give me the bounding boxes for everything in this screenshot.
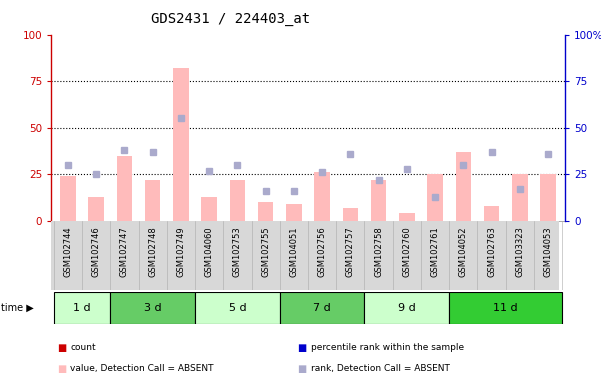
Text: ■: ■ — [297, 364, 307, 374]
Text: 11 d: 11 d — [493, 303, 518, 313]
Text: GSM104060: GSM104060 — [205, 226, 214, 277]
Text: GDS2431 / 224403_at: GDS2431 / 224403_at — [151, 12, 311, 25]
Bar — [88, 197, 104, 221]
Text: GSM102758: GSM102758 — [374, 226, 383, 277]
Text: GSM102744: GSM102744 — [64, 226, 73, 277]
Bar — [173, 68, 189, 221]
Bar — [512, 174, 528, 221]
Bar — [258, 202, 273, 221]
Bar — [201, 197, 217, 221]
Bar — [371, 180, 386, 221]
Text: 9 d: 9 d — [398, 303, 416, 313]
Text: GSM104052: GSM104052 — [459, 226, 468, 277]
Text: GSM103323: GSM103323 — [515, 226, 524, 277]
Bar — [449, 292, 562, 324]
Bar — [540, 174, 556, 221]
Text: GSM104053: GSM104053 — [543, 226, 552, 277]
Text: ■: ■ — [297, 343, 307, 353]
Bar — [195, 292, 280, 324]
Text: 3 d: 3 d — [144, 303, 162, 313]
Text: 7 d: 7 d — [313, 303, 331, 313]
Bar — [343, 208, 358, 221]
Bar — [60, 176, 76, 221]
Bar — [230, 180, 245, 221]
Text: GSM102753: GSM102753 — [233, 226, 242, 277]
Text: GSM102749: GSM102749 — [177, 226, 186, 277]
Bar — [456, 152, 471, 221]
Text: count: count — [70, 343, 96, 352]
Text: GSM102755: GSM102755 — [261, 226, 270, 277]
Text: value, Detection Call = ABSENT: value, Detection Call = ABSENT — [70, 364, 214, 373]
Bar — [427, 174, 443, 221]
Bar — [399, 214, 415, 221]
Bar — [314, 172, 330, 221]
Bar — [484, 206, 499, 221]
Text: 5 d: 5 d — [228, 303, 246, 313]
Bar — [280, 292, 364, 324]
Bar — [364, 292, 449, 324]
Text: GSM102763: GSM102763 — [487, 226, 496, 277]
Bar — [111, 292, 195, 324]
Text: time ▶: time ▶ — [1, 303, 34, 313]
Text: rank, Detection Call = ABSENT: rank, Detection Call = ABSENT — [311, 364, 450, 373]
Text: GSM102746: GSM102746 — [92, 226, 101, 277]
Text: GSM102747: GSM102747 — [120, 226, 129, 277]
Bar — [54, 292, 111, 324]
Text: GSM102756: GSM102756 — [318, 226, 326, 277]
Text: ■: ■ — [57, 364, 66, 374]
Text: GSM102748: GSM102748 — [148, 226, 157, 277]
Text: ■: ■ — [57, 343, 66, 353]
Text: GSM104051: GSM104051 — [290, 226, 298, 277]
Text: GSM102761: GSM102761 — [430, 226, 439, 277]
Bar — [117, 156, 132, 221]
Bar — [286, 204, 302, 221]
Text: percentile rank within the sample: percentile rank within the sample — [311, 343, 464, 352]
Bar — [145, 180, 160, 221]
Text: 1 d: 1 d — [73, 303, 91, 313]
Text: GSM102760: GSM102760 — [402, 226, 411, 277]
Text: GSM102757: GSM102757 — [346, 226, 355, 277]
